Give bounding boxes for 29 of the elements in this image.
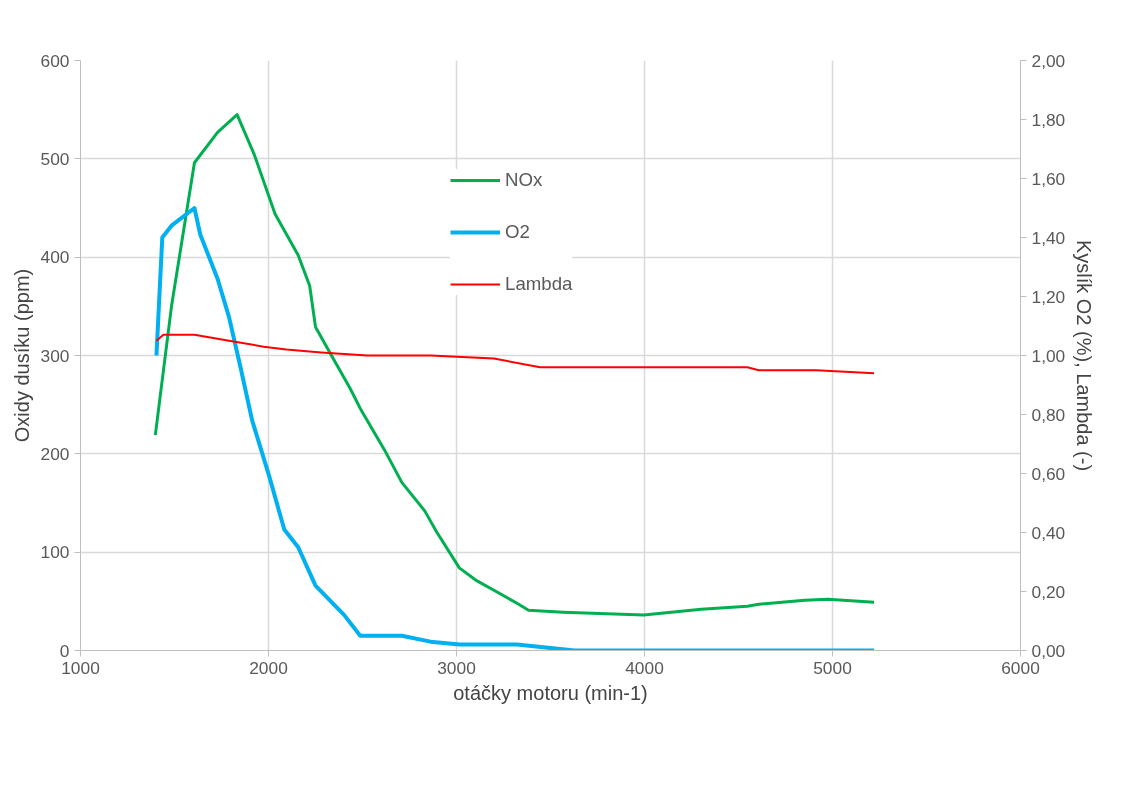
y2-tick-label: 1,00 bbox=[1031, 345, 1066, 366]
line-series bbox=[155, 333, 876, 375]
y2-tick-label: 0,20 bbox=[1031, 581, 1066, 602]
line-series bbox=[154, 206, 877, 651]
y2-tick-label: 1,60 bbox=[1031, 168, 1066, 189]
y-tick-label: 500 bbox=[40, 148, 70, 169]
y-tick-label: 600 bbox=[40, 50, 70, 71]
y-tick-label: 200 bbox=[40, 443, 70, 464]
legend-label: O2 bbox=[505, 221, 530, 243]
y2-tick-label: 2,00 bbox=[1031, 50, 1066, 71]
y2-tick-label: 0,80 bbox=[1031, 404, 1066, 425]
line-series bbox=[153, 113, 876, 617]
y-tick-label: 100 bbox=[40, 542, 70, 563]
y-tick-label: 400 bbox=[40, 247, 70, 268]
x-tick-label: 3000 bbox=[437, 657, 476, 678]
y2-tick-label: 0,60 bbox=[1031, 463, 1066, 484]
x-tick-label: 5000 bbox=[813, 657, 852, 678]
y2-tick-label: 0,40 bbox=[1031, 522, 1066, 543]
x-axis-title: otáčky motoru (min-1) bbox=[453, 681, 648, 704]
y2-tick-label: 1,80 bbox=[1031, 109, 1066, 130]
y2-tick-label: 1,40 bbox=[1031, 227, 1066, 248]
y-axis-title: Oxidy dusíku (ppm) bbox=[10, 268, 33, 443]
legend-label: NOx bbox=[505, 169, 543, 191]
x-tick-label: 4000 bbox=[625, 657, 664, 678]
y-tick-label: 300 bbox=[40, 345, 70, 366]
y2-tick-label: 1,20 bbox=[1031, 286, 1066, 307]
x-tick-label: 2000 bbox=[249, 657, 288, 678]
legend-label: Lambda bbox=[505, 273, 573, 295]
y2-axis-title: Kyslík O2 (%), Lambda (-) bbox=[1073, 239, 1096, 472]
